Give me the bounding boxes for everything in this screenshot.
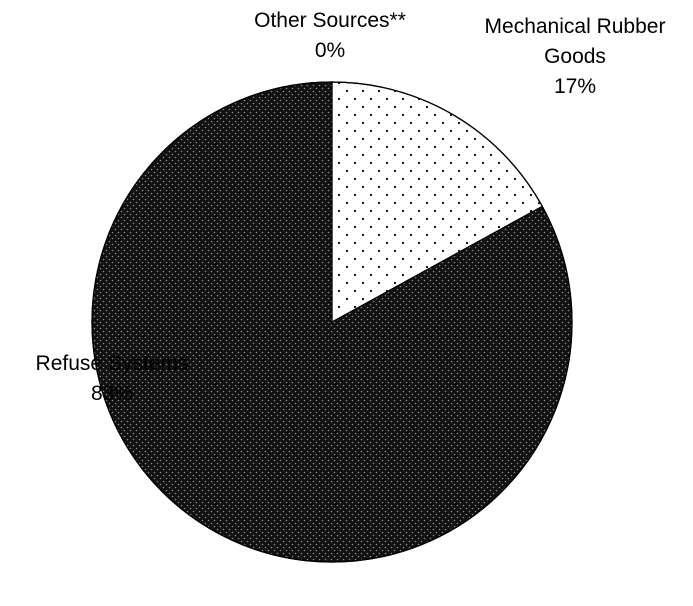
pie-slices bbox=[91, 81, 573, 563]
slice-label-other-sources: Other Sources** 0% bbox=[254, 9, 406, 62]
slice-name-refuse-systems: Refuse Systems bbox=[36, 352, 189, 375]
slice-value-mechanical-rubber-goods: 17% bbox=[554, 75, 596, 98]
slice-value-refuse-systems: 83% bbox=[91, 382, 133, 405]
pie-labels: Other Sources** 0% Mechanical Rubber Goods 1… bbox=[36, 9, 666, 405]
pie-outline bbox=[91, 81, 573, 563]
slice-name-mechanical-rubber-goods: Goods bbox=[544, 45, 606, 68]
slice-name-other-sources: Other Sources** bbox=[254, 9, 406, 32]
slice-label-mechanical-rubber-goods: Mechanical Rubber Goods 17% bbox=[485, 15, 666, 98]
slice-label-refuse-systems: Refuse Systems 83% bbox=[36, 352, 189, 405]
slice-name-mechanical-rubber-goods: Mechanical Rubber bbox=[485, 15, 666, 38]
slice-value-other-sources: 0% bbox=[315, 39, 345, 62]
